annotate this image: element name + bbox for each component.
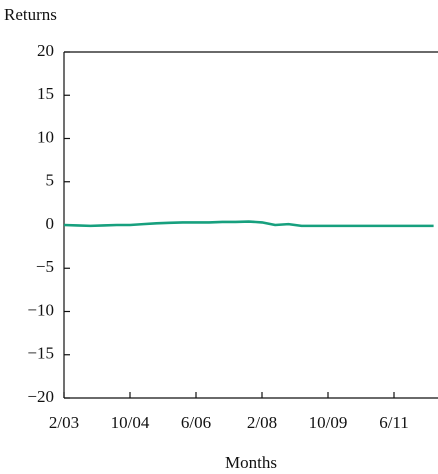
y-tick-label: −20 [27,387,54,406]
y-tick-label: 10 [37,127,54,146]
y-tick-label: −15 [27,344,54,363]
y-tick-label: 15 [37,84,54,103]
x-tick-label: 6/06 [181,413,211,432]
y-tick-label: 20 [37,41,54,60]
x-tick-label: 6/11 [379,413,409,432]
y-tick-label: 5 [46,171,55,190]
x-tick-label: 10/09 [309,413,348,432]
y-axis-label: Returns [4,5,57,24]
x-axis-label: Months [225,453,277,472]
y-tick-label: −5 [36,257,54,276]
x-tick-label: 2/03 [49,413,79,432]
x-tick-label: 2/08 [247,413,277,432]
x-tick-label: 10/04 [111,413,150,432]
line-series [63,220,434,228]
y-tick-label: 0 [46,214,55,233]
y-tick-label: −10 [27,300,54,319]
